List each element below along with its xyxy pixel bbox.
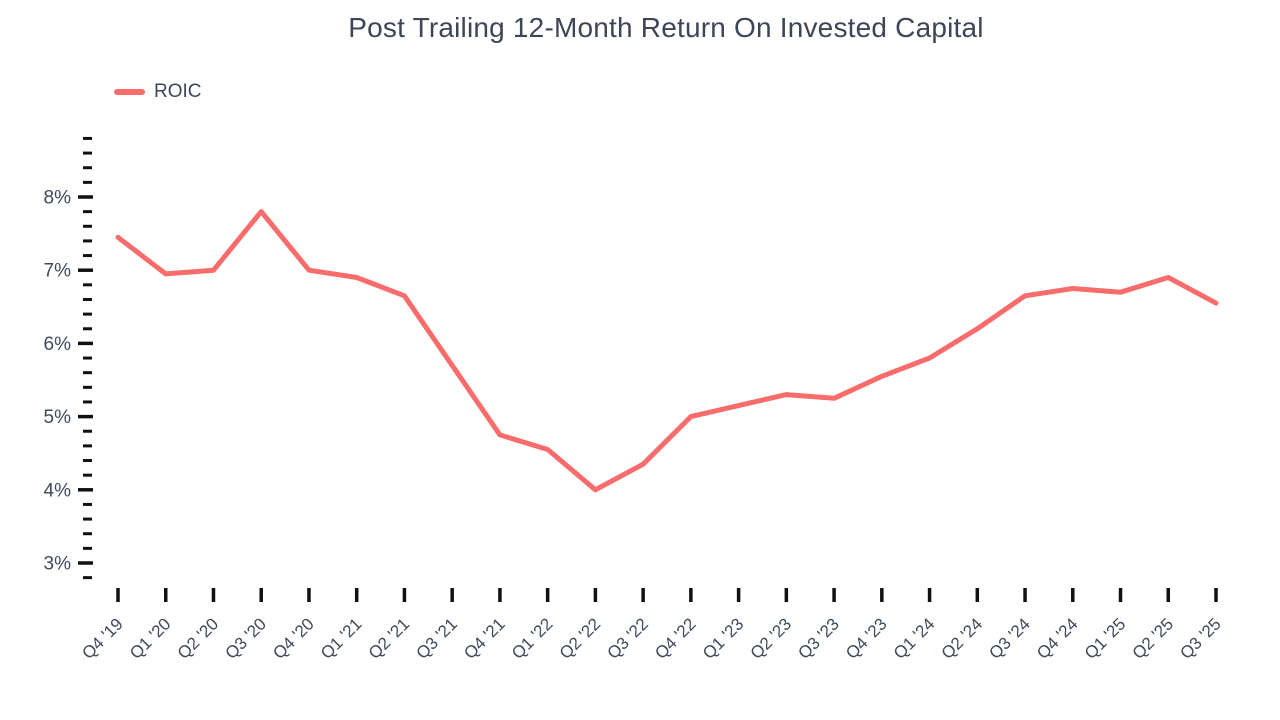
x-axis-label: Q3 '22	[603, 614, 651, 662]
y-axis-label: 4%	[44, 480, 72, 501]
y-axis-ticks	[78, 136, 93, 580]
x-axis-label: Q1 '20	[126, 614, 174, 662]
x-axis-label: Q2 '20	[174, 614, 222, 662]
roic-line	[115, 209, 1219, 493]
x-axis-labels: Q4 '19 Q1 '20 Q2 '20 Q3 '20 Q4 '20 Q1 '21 Q2 '…	[78, 614, 1224, 662]
x-axis-label: Q3 '20	[222, 614, 270, 662]
x-axis-label: Q4 '22	[651, 614, 699, 662]
chart-title: Post Trailing 12-Month Return On Investe…	[348, 12, 984, 43]
x-axis-label: Q3 '25	[1176, 614, 1224, 662]
x-axis-label: Q2 '21	[365, 614, 413, 662]
legend-line-icon	[114, 89, 145, 95]
y-axis-label: 7%	[44, 261, 72, 282]
x-axis-label: Q3 '23	[794, 614, 842, 662]
x-axis-label: Q1 '22	[508, 614, 556, 662]
y-axis-label: 3%	[44, 554, 72, 575]
x-axis-ticks	[116, 588, 1218, 602]
x-axis-label: Q1 '23	[699, 614, 747, 662]
x-axis-label: Q1 '25	[1081, 614, 1129, 662]
x-axis-label: Q1 '21	[317, 614, 365, 662]
x-axis-label: Q1 '24	[890, 614, 938, 662]
x-axis-label: Q4 '19	[78, 614, 126, 662]
y-axis-labels: 8% 7% 6% 5% 4% 3%	[44, 188, 72, 575]
legend: ROIC	[114, 81, 202, 103]
x-axis-label: Q2 '25	[1129, 614, 1177, 662]
x-axis-label: Q3 '24	[985, 614, 1033, 662]
y-axis-label: 8%	[44, 188, 72, 209]
x-axis-label: Q4 '20	[269, 614, 317, 662]
x-axis-label: Q2 '23	[747, 614, 795, 662]
x-axis-label: Q3 '21	[413, 614, 461, 662]
x-axis-label: Q4 '21	[460, 614, 508, 662]
x-axis-label: Q4 '23	[842, 614, 890, 662]
x-axis-label: Q2 '24	[938, 614, 986, 662]
x-axis-label: Q2 '22	[556, 614, 604, 662]
y-axis-label: 6%	[44, 334, 72, 355]
legend-label-roic: ROIC	[154, 81, 202, 102]
y-axis-label: 5%	[44, 407, 72, 428]
x-axis-label: Q4 '24	[1033, 614, 1081, 662]
